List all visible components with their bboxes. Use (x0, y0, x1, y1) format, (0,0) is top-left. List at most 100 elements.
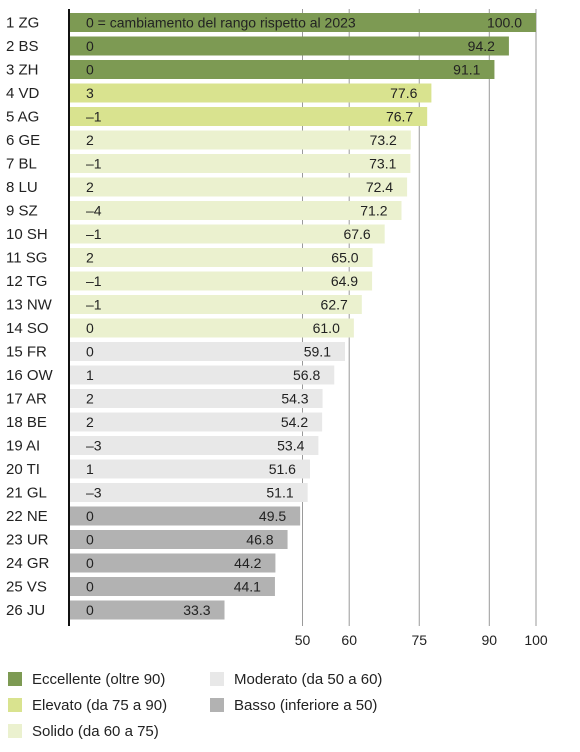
bar-15 (69, 342, 345, 361)
value-label-12: 64.9 (331, 273, 358, 289)
legend-swatch-solido (8, 724, 22, 738)
rank-change-20: 1 (86, 461, 94, 477)
value-label-21: 51.1 (266, 485, 293, 501)
bar-20 (69, 459, 310, 479)
value-label-22: 49.5 (259, 508, 286, 524)
x-tick-label-50: 50 (295, 632, 311, 648)
bar-1 (69, 13, 536, 32)
rank-change-9: –4 (86, 203, 102, 219)
rank-change-10: –1 (86, 226, 102, 242)
bar-8 (69, 177, 408, 197)
row-label-13: 13 NW (6, 297, 53, 314)
legend-swatch-eccellente (8, 672, 22, 686)
row-label-10: 10 SH (6, 226, 48, 243)
row-label-24: 24 GR (6, 555, 50, 572)
rank-change-18: 2 (86, 414, 94, 430)
row-label-7: 7 BL (6, 156, 37, 173)
row-label-26: 26 JU (6, 602, 45, 619)
value-label-1: 100.0 (487, 15, 522, 31)
value-label-5: 76.7 (386, 109, 413, 125)
bar-19 (69, 436, 319, 455)
legend-label-elevato: Elevato (da 75 a 90) (32, 696, 168, 714)
value-label-13: 62.7 (321, 297, 348, 313)
rank-change-5: –1 (86, 109, 102, 125)
bar-6 (69, 130, 411, 150)
row-label-25: 25 VS (6, 579, 47, 596)
x-tick-label-100: 100 (524, 632, 548, 648)
row-label-21: 21 GL (6, 485, 47, 502)
bar-24 (69, 553, 276, 573)
rank-change-17: 2 (86, 391, 94, 407)
rank-change-25: 0 (86, 579, 94, 595)
row-label-3: 3 ZH (6, 62, 39, 79)
value-label-18: 54.2 (281, 414, 308, 430)
bar-21 (69, 483, 308, 502)
bar-12 (69, 271, 373, 291)
rank-change-11: 2 (86, 250, 94, 266)
value-label-23: 46.8 (246, 532, 273, 548)
bar-2 (69, 36, 509, 56)
value-label-20: 51.6 (269, 461, 296, 477)
bar-26 (69, 600, 225, 620)
row-label-1: 1 ZG (6, 15, 39, 32)
value-label-16: 56.8 (293, 367, 320, 383)
value-label-7: 73.1 (369, 156, 396, 172)
legend-item-basso: Basso (inferiore a 50) (210, 694, 377, 716)
rank-change-15: 0 (86, 344, 94, 360)
rank-change-7: –1 (86, 156, 102, 172)
row-label-16: 16 OW (6, 367, 54, 384)
row-label-20: 20 TI (6, 461, 40, 478)
rank-change-22: 0 (86, 508, 94, 524)
row-label-17: 17 AR (6, 391, 47, 408)
rank-change-13: –1 (86, 297, 102, 313)
value-label-14: 61.0 (313, 320, 340, 336)
row-label-4: 4 VD (6, 85, 40, 102)
rank-change-4: 3 (86, 85, 94, 101)
bar-22 (69, 506, 301, 526)
rank-change-3: 0 (86, 62, 94, 78)
chart: 1 ZG 0 = cambiamento del rango rispetto a… (6, 9, 548, 648)
row-label-23: 23 UR (6, 532, 49, 549)
bar-25 (69, 577, 275, 596)
row-label-8: 8 LU (6, 179, 38, 196)
bar-9 (69, 201, 402, 220)
value-label-10: 67.6 (343, 226, 370, 242)
rank-change-12: –1 (86, 273, 102, 289)
legend-item-elevato: Elevato (da 75 a 90) (8, 694, 167, 716)
value-label-15: 59.1 (304, 344, 331, 360)
row-label-15: 15 FR (6, 344, 47, 361)
value-label-4: 77.6 (390, 85, 417, 101)
bar-7 (69, 154, 411, 173)
bar-5 (69, 107, 428, 126)
value-label-3: 91.1 (453, 62, 480, 78)
bar-16 (69, 365, 335, 385)
legend-swatch-moderato (210, 672, 224, 686)
rank-change-21: –3 (86, 485, 102, 501)
legend-swatch-basso (210, 698, 224, 712)
bar-23 (69, 530, 288, 549)
rank-change-2: 0 (86, 38, 94, 54)
legend-item-eccellente: Eccellente (oltre 90) (8, 668, 165, 690)
legend-item-solido: Solido (da 60 a 75) (8, 720, 159, 742)
row-label-12: 12 TG (6, 273, 47, 290)
bar-4 (69, 83, 432, 103)
row-label-11: 11 SG (6, 250, 47, 267)
row-label-9: 9 SZ (6, 203, 38, 220)
x-tick-label-90: 90 (482, 632, 498, 648)
bar-18 (69, 412, 323, 432)
legend: Eccellente (oltre 90) Elevato (da 75 a 9… (0, 668, 580, 752)
x-tick-label-75: 75 (411, 632, 427, 648)
row-label-19: 19 AI (6, 438, 40, 455)
legend-label-solido: Solido (da 60 a 75) (32, 722, 159, 740)
rank-change-6: 2 (86, 132, 94, 148)
value-label-19: 53.4 (277, 438, 304, 454)
bar-14 (69, 318, 354, 338)
value-label-25: 44.1 (234, 579, 261, 595)
legend-label-moderato: Moderato (da 50 a 60) (234, 670, 383, 688)
annotation-rank-change: 0 = cambiamento del rango rispetto al 20… (86, 15, 356, 31)
rank-change-16: 1 (86, 367, 94, 383)
bar-11 (69, 248, 373, 267)
legend-swatch-elevato (8, 698, 22, 712)
legend-item-moderato: Moderato (da 50 a 60) (210, 668, 382, 690)
rank-change-8: 2 (86, 179, 94, 195)
